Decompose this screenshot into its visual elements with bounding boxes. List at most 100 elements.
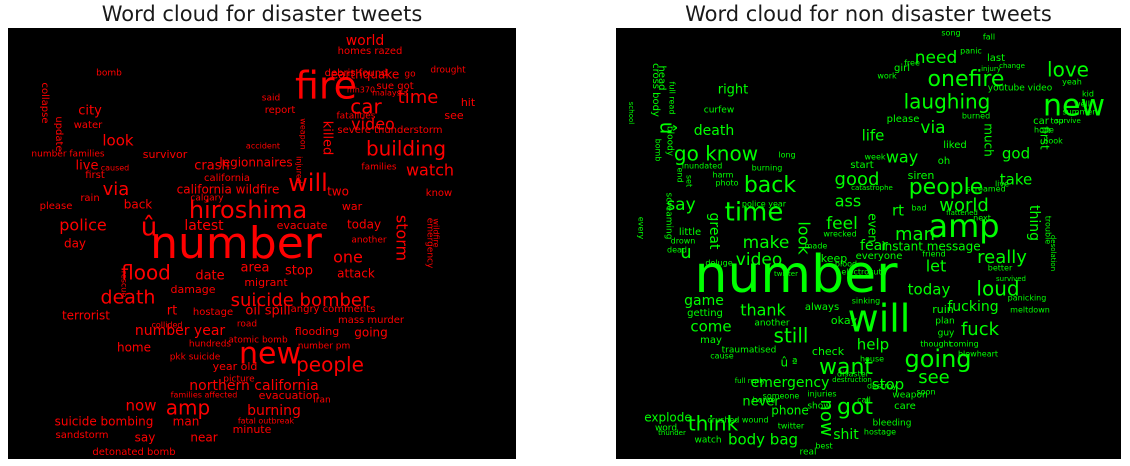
cloud-word: soon	[916, 388, 935, 397]
cloud-word: rain	[80, 193, 99, 204]
cloud-word: first	[1038, 126, 1052, 150]
cloud-word: rt	[167, 304, 177, 319]
cloud-word: fall	[983, 33, 995, 42]
cloud-word: new	[1043, 89, 1105, 124]
cloud-word: report	[265, 105, 296, 116]
chart-title-non-disaster: Word cloud for non disaster tweets	[685, 2, 1052, 26]
cloud-word: man	[173, 415, 200, 429]
cloud-word: water	[74, 120, 103, 131]
cloud-word: say	[135, 431, 156, 445]
cloud-word: panicking	[1008, 294, 1047, 303]
cloud-word: go know	[674, 142, 758, 166]
cloud-word: û ª	[780, 356, 797, 370]
cloud-word: will	[288, 169, 328, 197]
cloud-word: need	[915, 48, 957, 68]
cloud-word: see	[918, 367, 950, 388]
cloud-word: killed	[320, 121, 335, 156]
cloud-word: fatal outbreak	[238, 417, 295, 426]
cloud-word: burning	[752, 164, 783, 173]
cloud-word: oh	[938, 156, 950, 167]
cloud-word: mass murder	[338, 315, 405, 326]
cloud-word: song	[941, 29, 960, 38]
cloud-word: work	[877, 72, 897, 81]
cloud-word: meltdown	[1010, 306, 1050, 315]
cloud-word: check	[812, 345, 845, 358]
cloud-word: free	[904, 59, 920, 68]
cloud-word: made	[805, 242, 828, 251]
cloud-word: world	[939, 195, 989, 216]
word-cloud-non-disaster-panel: number will amp new time going got want back peop…	[616, 28, 1121, 459]
cloud-word: take	[1000, 171, 1032, 189]
cloud-word: loud	[976, 277, 1019, 301]
cloud-word: fire	[295, 64, 357, 108]
cloud-word: hiroshima	[189, 196, 307, 224]
cloud-word: liked	[943, 140, 967, 151]
cloud-word: war	[342, 200, 363, 213]
cloud-word: back	[744, 173, 797, 198]
cloud-word: emergency	[425, 218, 435, 269]
cloud-word: yeah	[1062, 78, 1082, 87]
cloud-word: burning	[247, 403, 301, 419]
cloud-word: emergency	[751, 375, 830, 391]
cloud-word: never	[742, 395, 780, 410]
cloud-word: bad	[911, 204, 926, 213]
cloud-word: death	[694, 123, 734, 139]
cloud-word: blood	[835, 260, 857, 269]
cloud-word: picture	[223, 375, 255, 385]
cloud-word: school	[627, 102, 635, 124]
cloud-word: last	[987, 53, 1005, 64]
cloud-word: destruction	[832, 376, 872, 384]
cloud-word: weapon	[299, 118, 308, 149]
cloud-word: flooding	[295, 325, 339, 338]
cloud-word: flattened	[946, 209, 978, 217]
cloud-word: said	[262, 94, 280, 104]
cloud-word: let	[926, 257, 947, 276]
cloud-word: panic	[960, 47, 982, 56]
cloud-word: two	[327, 185, 349, 199]
cloud-word: siren	[908, 169, 935, 182]
cloud-word: new	[239, 337, 301, 372]
cloud-word: thank	[740, 301, 786, 320]
cloud-word: death	[101, 287, 156, 309]
cloud-word: hostage	[864, 428, 896, 437]
cloud-word: next	[973, 214, 991, 223]
cloud-word: okay	[831, 314, 858, 327]
cloud-word: real	[799, 448, 816, 458]
cloud-word: police year	[742, 200, 787, 209]
cloud-word: mh370	[347, 86, 375, 95]
cloud-word: please	[887, 114, 920, 125]
cloud-word: rt	[892, 202, 904, 220]
cloud-word: good	[835, 169, 880, 190]
cloud-word: now	[126, 397, 157, 415]
cloud-word: summer	[1062, 108, 1096, 117]
cloud-word: number year	[135, 323, 226, 339]
cloud-word: please	[40, 201, 73, 212]
cloud-word: guy	[938, 329, 955, 339]
cloud-word: look	[102, 132, 134, 150]
cloud-word: families affected	[171, 391, 238, 400]
cloud-word: photo	[715, 179, 738, 188]
cloud-word: pkk suicide	[170, 353, 221, 363]
cloud-word: youtube video	[988, 84, 1053, 94]
cloud-word: video	[351, 115, 395, 134]
cloud-word: crushed wound	[707, 416, 768, 425]
cloud-word: laughing	[904, 90, 991, 114]
cloud-word: sinking	[852, 297, 880, 306]
cloud-word: screaming	[664, 193, 674, 240]
cloud-word: little	[679, 227, 701, 238]
cloud-word: live	[76, 159, 99, 174]
cloud-word: stop	[285, 264, 313, 279]
cloud-word: year old	[213, 360, 258, 373]
cloud-word: collided	[151, 321, 182, 330]
cloud-word: curfew	[704, 106, 734, 116]
cloud-word: ruin	[932, 303, 954, 316]
cloud-word: world	[346, 33, 385, 49]
cloud-word: amp	[166, 396, 210, 420]
cloud-word: suicide bomber	[231, 290, 370, 311]
cloud-word: building	[366, 137, 446, 161]
cloud-word: catastrophe	[851, 184, 893, 192]
cloud-word: want	[819, 355, 873, 380]
cloud-word: iran	[313, 396, 330, 406]
cloud-word: screamed	[966, 185, 1005, 194]
cloud-word: great	[706, 212, 722, 250]
